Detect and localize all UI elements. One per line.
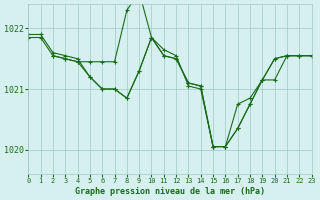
X-axis label: Graphe pression niveau de la mer (hPa): Graphe pression niveau de la mer (hPa) [75,187,265,196]
